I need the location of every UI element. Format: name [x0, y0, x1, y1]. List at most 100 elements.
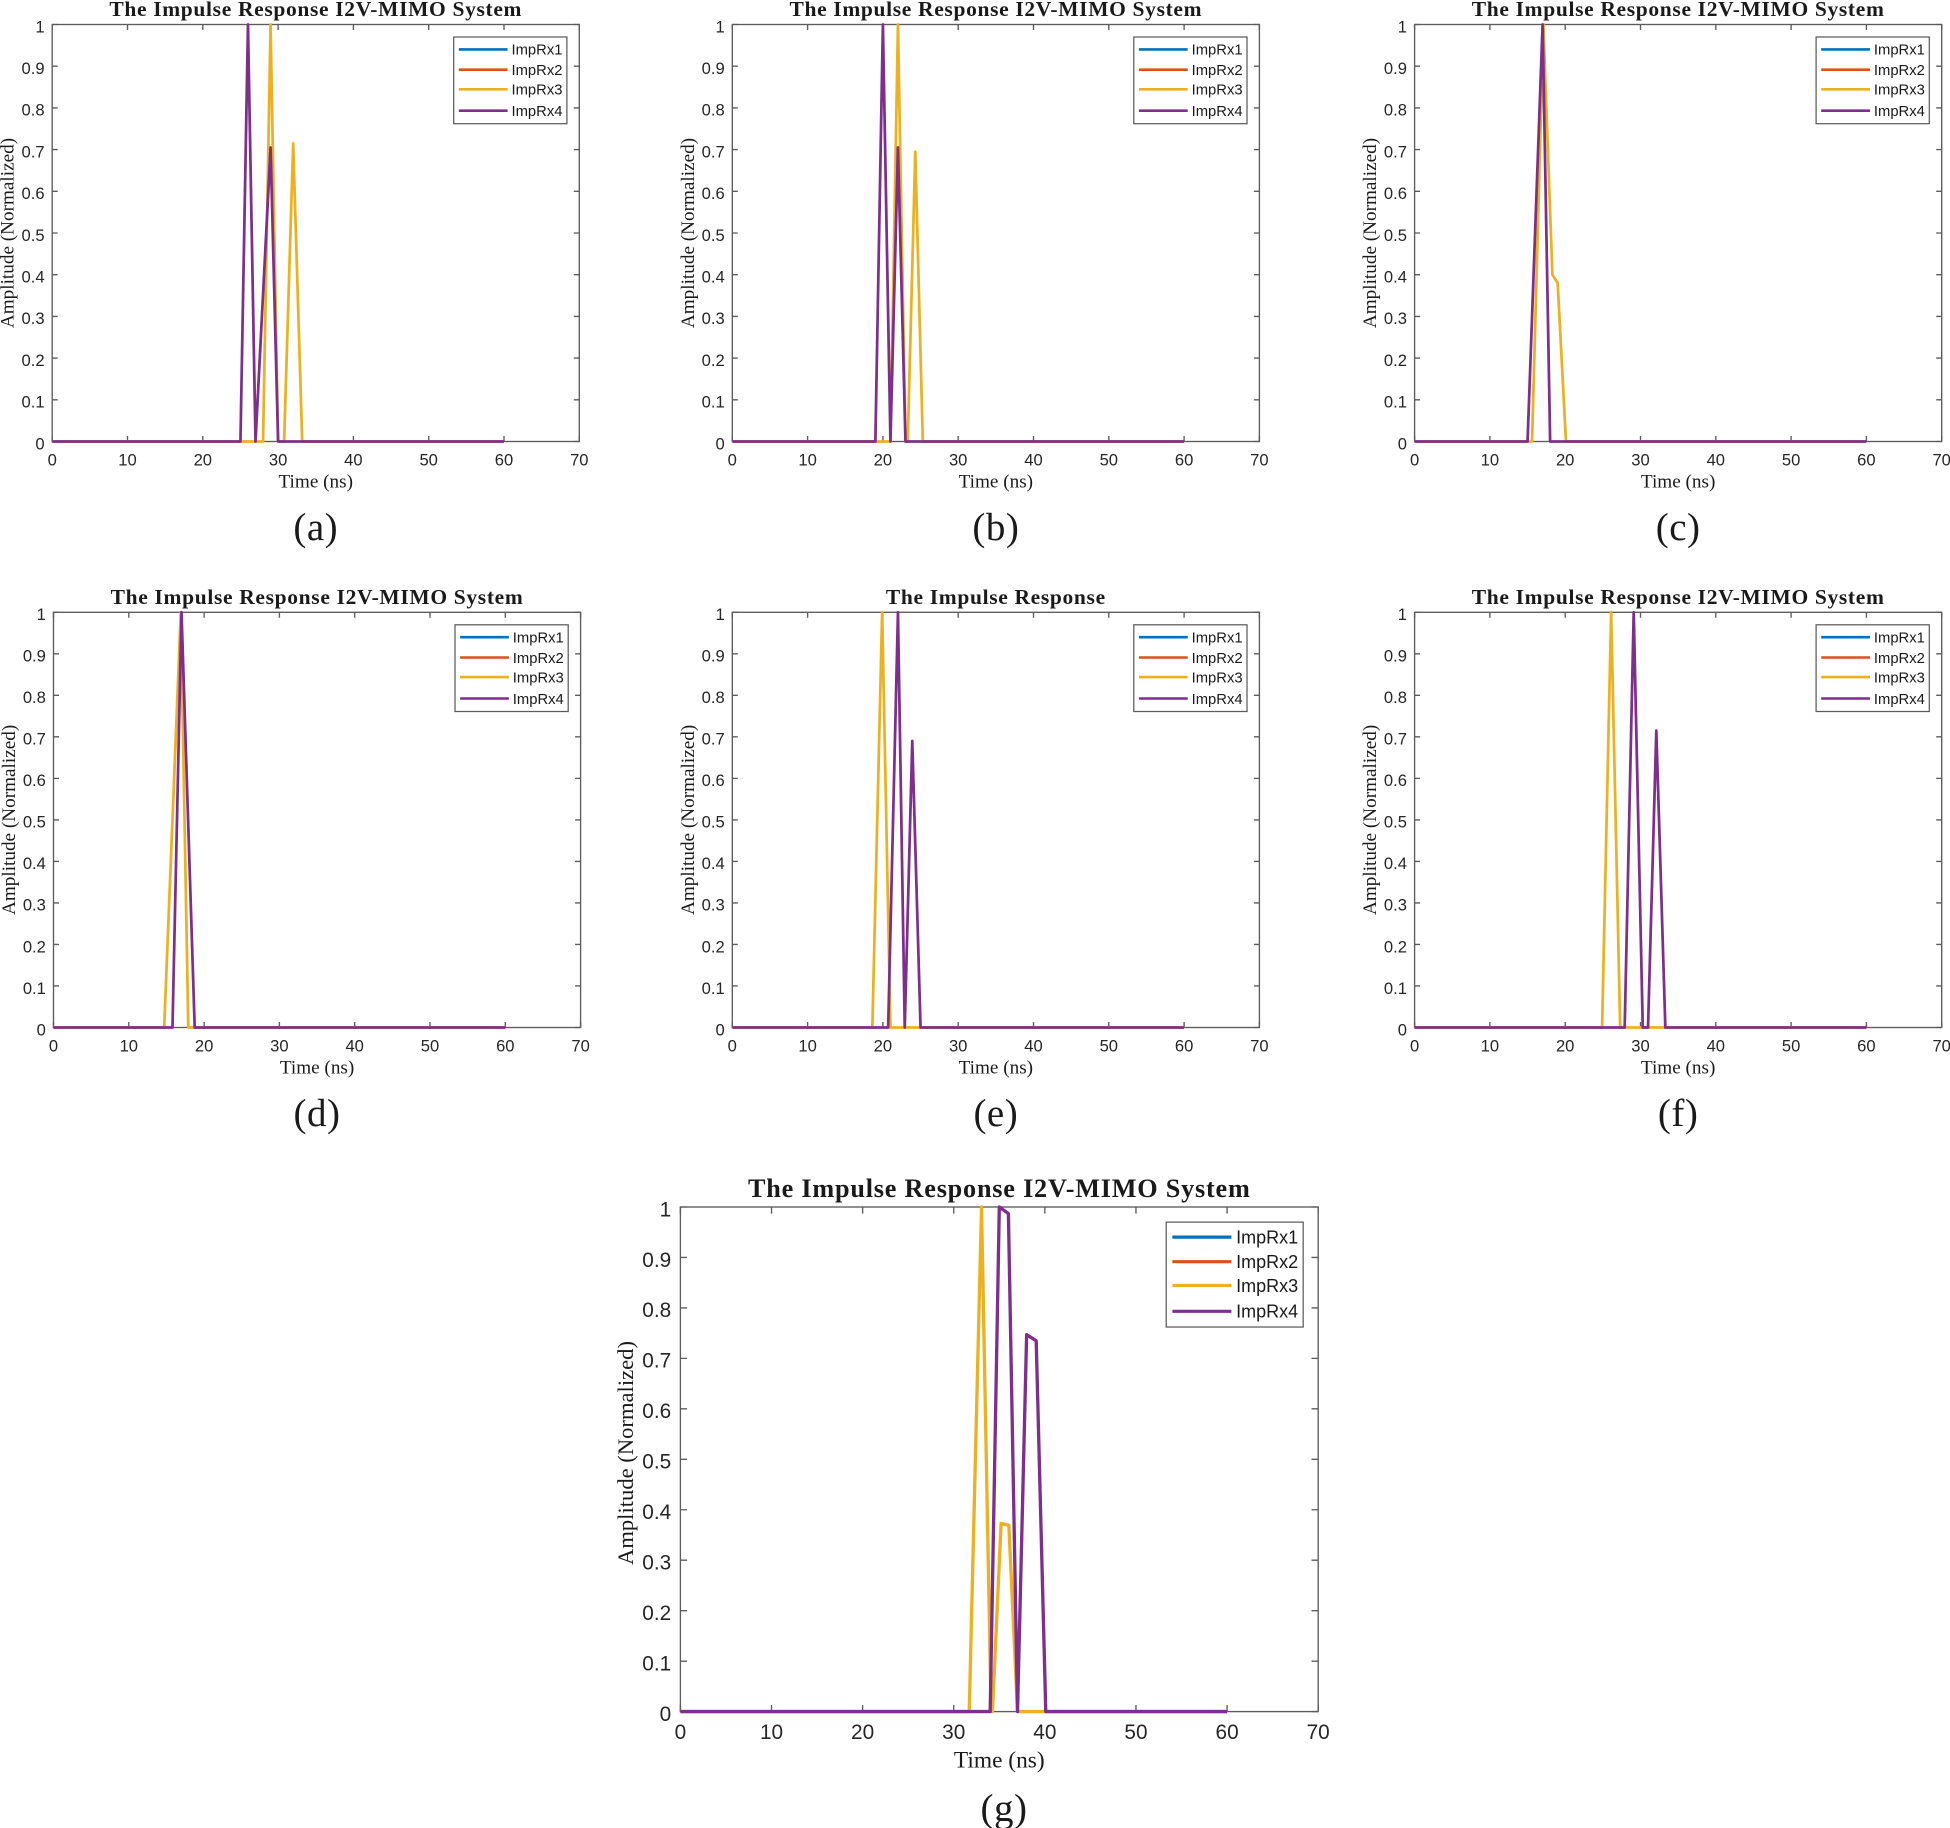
svg-text:ImpRx1: ImpRx1 — [1192, 631, 1243, 647]
svg-text:0.5: 0.5 — [1384, 813, 1407, 832]
svg-text:0: 0 — [48, 451, 57, 470]
svg-text:ImpRx4: ImpRx4 — [513, 692, 564, 708]
svg-text:0.6: 0.6 — [1384, 771, 1407, 790]
svg-text:0.4: 0.4 — [702, 268, 725, 287]
svg-text:0.4: 0.4 — [22, 268, 45, 287]
svg-text:0.3: 0.3 — [1384, 309, 1407, 328]
svg-text:10: 10 — [798, 451, 816, 470]
svg-text:Time (ns): Time (ns) — [279, 471, 353, 492]
svg-text:0.2: 0.2 — [23, 937, 46, 956]
svg-text:The Impulse Response I2V-MIMO: The Impulse Response I2V-MIMO System — [1472, 585, 1885, 609]
svg-text:The Impulse Response I2V-MIMO: The Impulse Response I2V-MIMO System — [1472, 0, 1885, 21]
svg-text:10: 10 — [1481, 1037, 1499, 1056]
svg-text:0.2: 0.2 — [642, 1602, 671, 1625]
svg-text:60: 60 — [1175, 451, 1193, 470]
svg-text:30: 30 — [1631, 1037, 1649, 1056]
svg-text:70: 70 — [1250, 1037, 1268, 1056]
svg-text:1: 1 — [715, 605, 724, 624]
svg-text:20: 20 — [874, 1037, 892, 1056]
svg-text:0.8: 0.8 — [642, 1299, 671, 1322]
svg-text:ImpRx1: ImpRx1 — [1192, 43, 1243, 59]
svg-text:0: 0 — [715, 434, 724, 453]
svg-text:0.1: 0.1 — [642, 1652, 671, 1675]
svg-text:60: 60 — [496, 1037, 514, 1056]
svg-text:ImpRx3: ImpRx3 — [513, 670, 564, 686]
svg-text:Time (ns): Time (ns) — [954, 1748, 1045, 1774]
svg-text:ImpRx3: ImpRx3 — [1236, 1276, 1298, 1296]
svg-text:0.7: 0.7 — [1384, 142, 1407, 161]
svg-text:0.7: 0.7 — [23, 730, 46, 749]
svg-text:10: 10 — [120, 1037, 138, 1056]
svg-text:50: 50 — [1782, 451, 1800, 470]
svg-text:0.2: 0.2 — [1384, 351, 1407, 370]
svg-text:70: 70 — [1250, 451, 1268, 470]
svg-text:40: 40 — [1033, 1721, 1056, 1744]
svg-text:The Impulse Response: The Impulse Response — [886, 585, 1106, 609]
svg-text:1: 1 — [1398, 605, 1407, 624]
svg-text:(a): (a) — [293, 506, 338, 549]
svg-text:(b): (b) — [972, 506, 1019, 549]
svg-text:ImpRx2: ImpRx2 — [1192, 63, 1243, 79]
svg-text:30: 30 — [270, 1037, 288, 1056]
svg-text:0.6: 0.6 — [642, 1400, 671, 1423]
svg-text:0.8: 0.8 — [22, 101, 45, 120]
svg-text:60: 60 — [495, 451, 513, 470]
svg-text:0.9: 0.9 — [23, 647, 46, 666]
svg-text:30: 30 — [1631, 451, 1649, 470]
svg-text:Time (ns): Time (ns) — [1641, 1057, 1715, 1078]
svg-text:0.9: 0.9 — [702, 647, 725, 666]
svg-text:0: 0 — [49, 1037, 58, 1056]
svg-text:ImpRx1: ImpRx1 — [1874, 43, 1925, 59]
svg-text:10: 10 — [118, 451, 136, 470]
svg-text:10: 10 — [1481, 451, 1499, 470]
svg-text:1: 1 — [37, 605, 46, 624]
svg-text:0.5: 0.5 — [1384, 226, 1407, 245]
svg-text:ImpRx1: ImpRx1 — [1874, 631, 1925, 647]
svg-text:0.8: 0.8 — [702, 688, 725, 707]
svg-text:ImpRx3: ImpRx3 — [1192, 670, 1243, 686]
svg-text:0.3: 0.3 — [642, 1552, 671, 1575]
svg-text:0.8: 0.8 — [1384, 688, 1407, 707]
svg-text:1: 1 — [1398, 17, 1407, 36]
svg-text:0.1: 0.1 — [702, 979, 725, 998]
svg-text:40: 40 — [1024, 1037, 1042, 1056]
svg-text:1: 1 — [715, 17, 724, 36]
svg-text:ImpRx1: ImpRx1 — [513, 631, 564, 647]
svg-text:50: 50 — [421, 1037, 439, 1056]
svg-text:0.1: 0.1 — [1384, 393, 1407, 412]
svg-text:The Impulse Response I2V-MIMO: The Impulse Response I2V-MIMO System — [789, 0, 1202, 21]
svg-text:Amplitude (Normalized): Amplitude (Normalized) — [678, 138, 699, 328]
svg-text:0.7: 0.7 — [702, 142, 725, 161]
svg-text:0.4: 0.4 — [1384, 854, 1407, 873]
svg-text:0.1: 0.1 — [702, 393, 725, 412]
svg-text:0.6: 0.6 — [702, 184, 725, 203]
svg-text:(f): (f) — [1658, 1092, 1698, 1135]
svg-text:30: 30 — [942, 1721, 965, 1744]
svg-text:Amplitude (Normalized): Amplitude (Normalized) — [1360, 725, 1381, 915]
svg-text:0: 0 — [660, 1703, 672, 1726]
svg-text:0.7: 0.7 — [22, 142, 45, 161]
svg-text:50: 50 — [1782, 1037, 1800, 1056]
svg-text:1: 1 — [35, 17, 44, 36]
svg-text:40: 40 — [1024, 451, 1042, 470]
svg-text:0: 0 — [675, 1721, 687, 1744]
svg-text:ImpRx4: ImpRx4 — [1874, 104, 1925, 120]
svg-text:0: 0 — [728, 1037, 737, 1056]
svg-text:ImpRx1: ImpRx1 — [512, 43, 563, 59]
svg-text:0.2: 0.2 — [1384, 937, 1407, 956]
svg-text:0.7: 0.7 — [1384, 730, 1407, 749]
svg-text:0: 0 — [728, 451, 737, 470]
svg-text:50: 50 — [419, 451, 437, 470]
svg-text:0.5: 0.5 — [22, 226, 45, 245]
svg-text:20: 20 — [1556, 451, 1574, 470]
svg-text:Time (ns): Time (ns) — [959, 1057, 1033, 1078]
svg-text:0.3: 0.3 — [22, 309, 45, 328]
svg-text:60: 60 — [1175, 1037, 1193, 1056]
svg-text:0.5: 0.5 — [642, 1451, 671, 1474]
svg-text:ImpRx4: ImpRx4 — [1192, 692, 1243, 708]
svg-text:20: 20 — [874, 451, 892, 470]
svg-text:ImpRx2: ImpRx2 — [1874, 651, 1925, 667]
svg-text:20: 20 — [851, 1721, 874, 1744]
svg-text:1: 1 — [660, 1198, 672, 1221]
svg-text:Amplitude (Normalized): Amplitude (Normalized) — [0, 725, 20, 915]
